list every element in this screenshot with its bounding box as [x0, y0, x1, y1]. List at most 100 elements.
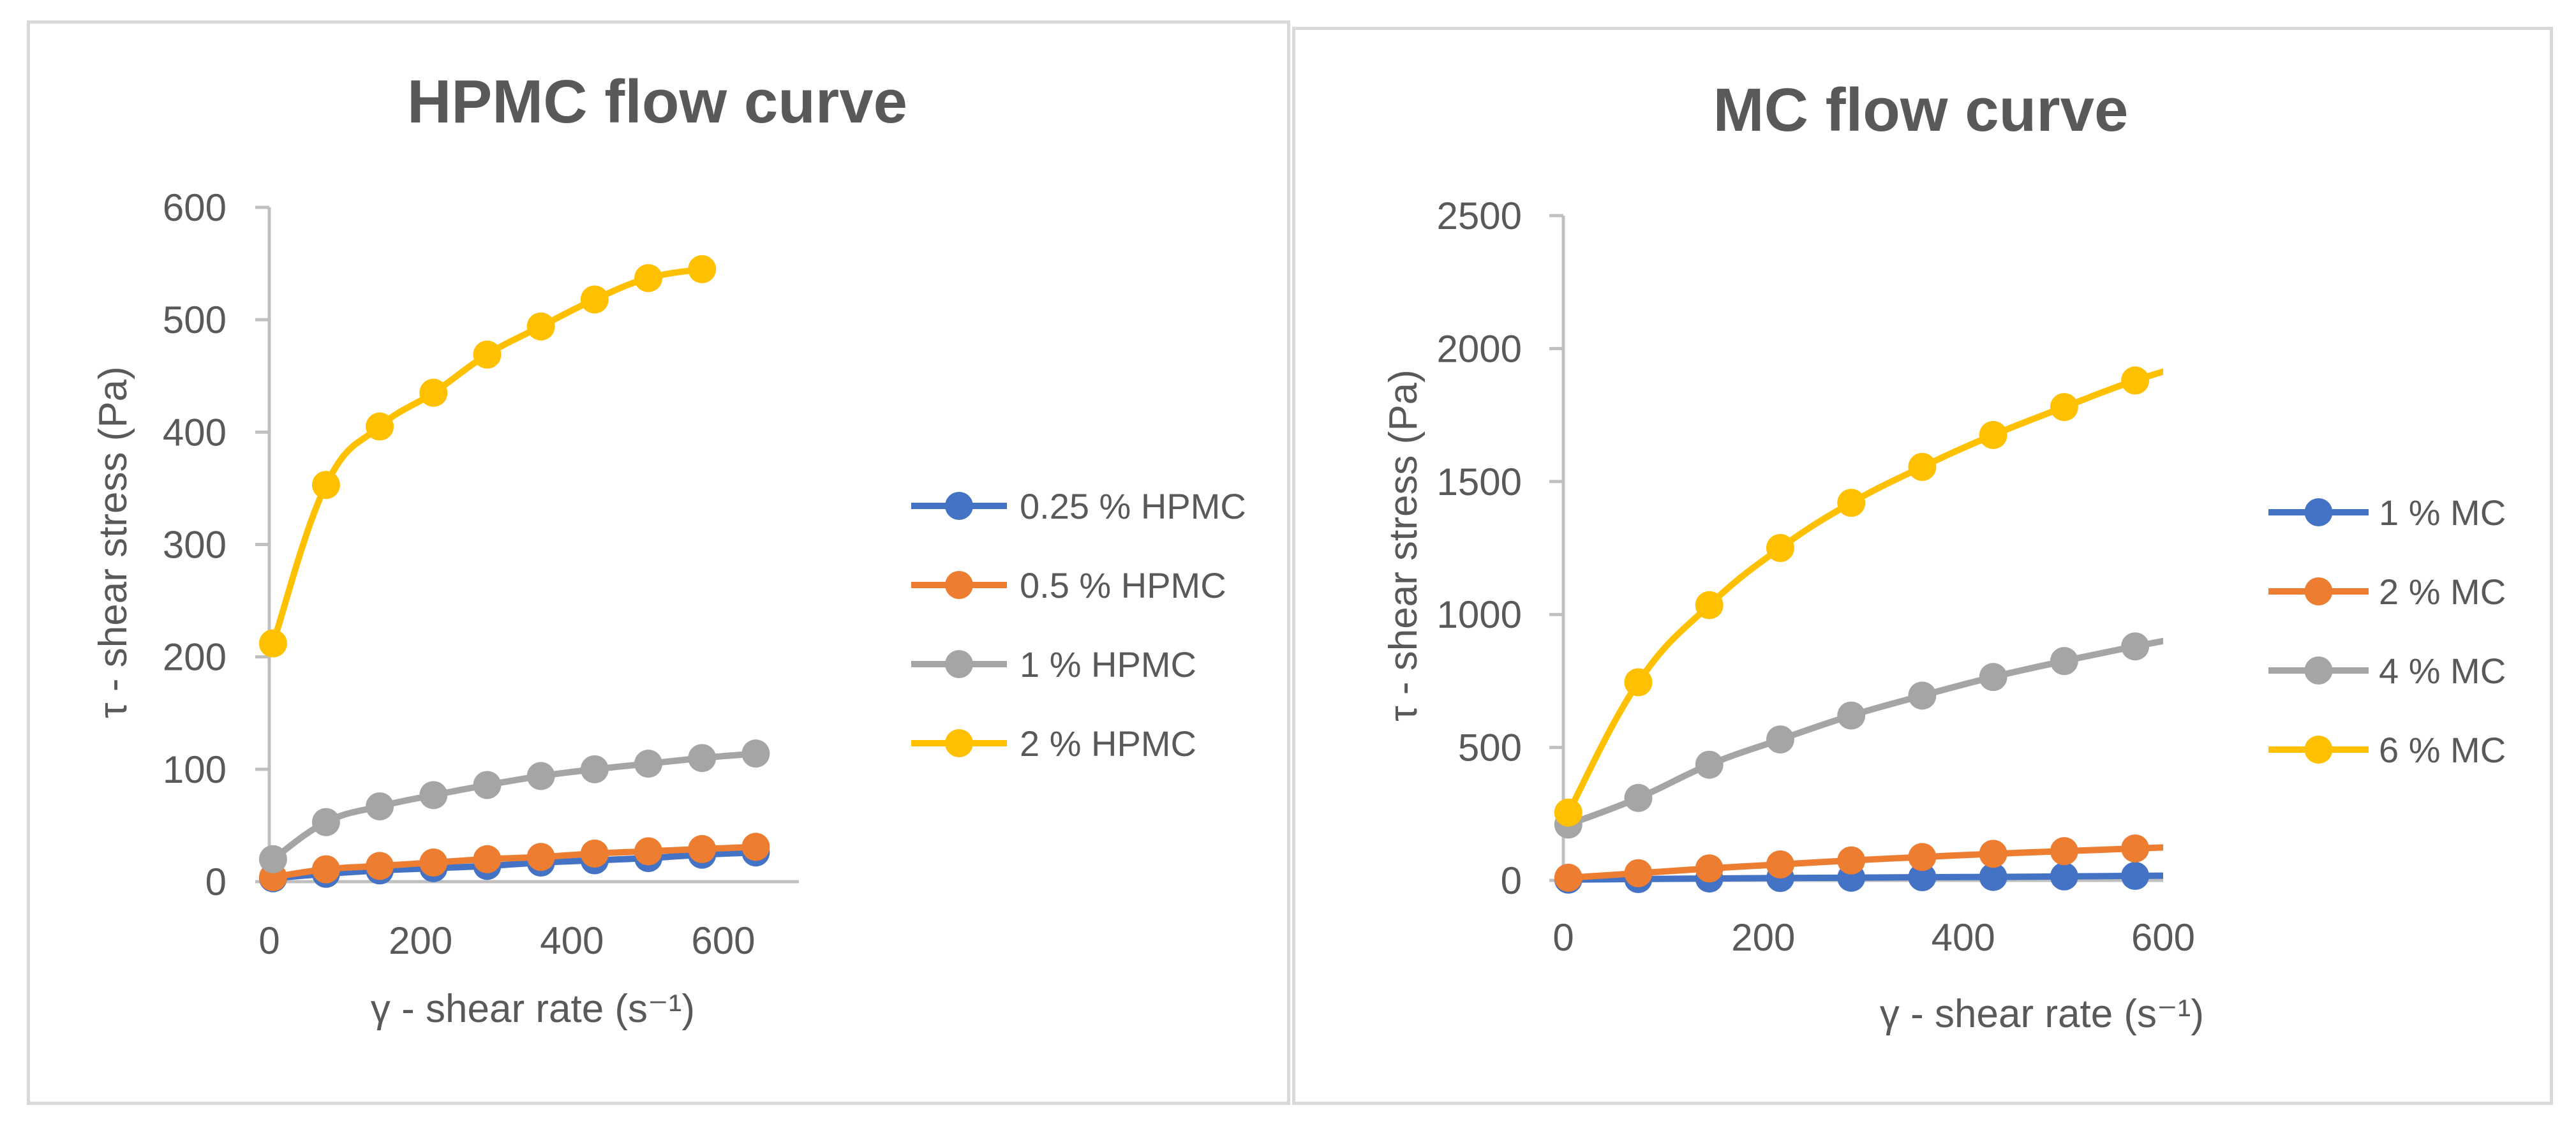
series-line-1-mc [1565, 872, 2163, 883]
data-point-2-hpmc [580, 285, 609, 314]
data-point-4-mc [1624, 783, 1653, 812]
y-tick-label: 600 [163, 186, 227, 229]
legend-label-0-25-hpmc: 0.25 % HPMC [1020, 486, 1246, 526]
hpmc-chart-panel [27, 20, 1290, 1105]
data-point-2-hpmc [311, 471, 340, 500]
mc-chart-panel [1292, 27, 2553, 1105]
y-tick-label: 1000 [1437, 593, 1522, 636]
chart-title: HPMC flow curve [407, 68, 907, 136]
y-tick-label: 300 [163, 524, 227, 567]
data-point-0-5-hpmc [688, 834, 717, 863]
data-point-2-mc [2050, 837, 2078, 866]
x-tick-label: 200 [389, 919, 452, 962]
series-line-1-hpmc [269, 750, 759, 863]
x-tick-label: 400 [1932, 916, 1995, 959]
data-point-0-5-hpmc [526, 843, 555, 871]
data-point-0-5-hpmc [419, 848, 448, 877]
data-point-1-mc [1979, 863, 2007, 891]
x-tick-label: 0 [1552, 916, 1574, 959]
x-tick-label: 0 [258, 919, 279, 962]
y-tick-label: 2500 [1437, 195, 1522, 237]
y-tick-label: 2000 [1437, 327, 1522, 370]
legend-label-6-mc: 6 % MC [2379, 730, 2506, 770]
data-point-1-hpmc [473, 771, 502, 799]
data-point-0-5-hpmc [580, 839, 609, 868]
data-point-6-mc [1695, 591, 1724, 619]
x-tick-label: 600 [691, 919, 755, 962]
series-line-0-5-hpmc [269, 843, 759, 880]
data-point-2-mc [1554, 863, 1582, 892]
data-point-4-mc [1695, 750, 1724, 779]
data-point-1-mc [2050, 862, 2078, 891]
legend-marker-1-mc [2304, 498, 2333, 526]
y-axis-title: τ - shear stress (Pa) [91, 366, 135, 718]
data-point-1-mc [2121, 861, 2150, 890]
x-axis-title: γ - shear rate (s⁻¹) [1880, 992, 2204, 1036]
data-point-6-mc [2192, 345, 2220, 373]
data-point-1-hpmc [419, 781, 448, 810]
series-line-0-25-hpmc [269, 849, 759, 882]
legend-marker-4-mc [2304, 656, 2333, 685]
hpmc-flow-curve-chart: HPMC flow curve 0 100 200 300 400 500 600 0 200… [91, 68, 1246, 1031]
data-point-6-mc [1908, 452, 1937, 481]
data-point-6-mc [1554, 798, 1582, 827]
data-point-6-mc [1979, 420, 2007, 449]
data-point-1-hpmc [366, 792, 394, 820]
legend-marker-0-25-hpmc [945, 492, 973, 520]
data-point-4-mc [1837, 701, 1866, 730]
data-point-4-mc [1908, 681, 1937, 710]
data-point-4-mc [2050, 647, 2078, 676]
data-point-2-mc [1908, 843, 1937, 871]
series-line-2-mc [1565, 844, 2163, 881]
series-line-2-hpmc [269, 265, 706, 647]
data-point-2-hpmc [419, 378, 448, 407]
chart-title: MC flow curve [1713, 76, 2129, 144]
y-tick-label: 500 [163, 299, 227, 341]
data-point-2-mc [1766, 850, 1794, 878]
data-point-1-hpmc [580, 755, 609, 783]
legend-marker-6-mc [2304, 736, 2333, 764]
data-point-2-mc [1979, 840, 2007, 868]
legend-label-4-mc: 4 % MC [2379, 651, 2506, 691]
data-point-1-hpmc [634, 750, 663, 778]
data-point-2-hpmc [258, 629, 287, 658]
y-tick-label: 0 [205, 861, 227, 903]
data-point-0-5-hpmc [311, 855, 340, 884]
data-point-2-hpmc [634, 263, 663, 292]
legend-marker-2-mc [2304, 577, 2333, 605]
data-point-1-hpmc [741, 739, 770, 768]
data-point-1-hpmc [688, 744, 717, 773]
legend-marker-2-hpmc [945, 729, 973, 757]
data-point-2-hpmc [688, 255, 717, 283]
legend-label-2-hpmc: 2 % HPMC [1020, 723, 1196, 764]
mc-flow-curve-chart: MC flow curve 0 500 1000 1500 2000 2500 0 200 4… [1381, 76, 2506, 1036]
series-line-6-mc [1565, 368, 2163, 816]
data-point-0-5-hpmc [473, 845, 502, 873]
data-point-2-hpmc [366, 412, 394, 441]
legend-marker-0-5-hpmc [945, 571, 973, 599]
y-tick-label: 200 [163, 636, 227, 679]
y-tick-label: 500 [1458, 727, 1522, 769]
x-axis-title: γ - shear rate (s⁻¹) [371, 987, 695, 1031]
x-tick-label: 200 [1731, 916, 1795, 959]
data-point-6-mc [1837, 489, 1866, 517]
x-tick-label: 400 [540, 919, 604, 962]
y-tick-label: 1500 [1437, 461, 1522, 503]
data-point-2-mc [1695, 854, 1724, 883]
data-point-6-mc [2121, 366, 2150, 395]
data-point-2-mc [2192, 832, 2220, 860]
data-point-1-hpmc [258, 845, 287, 873]
data-point-6-mc [1766, 534, 1794, 562]
data-point-2-hpmc [473, 340, 502, 369]
y-axis-title: τ - shear stress (Pa) [1381, 369, 1426, 722]
legend-label-1-hpmc: 1 % HPMC [1020, 644, 1196, 685]
data-point-6-mc [1624, 668, 1653, 697]
x-tick-label: 600 [2131, 916, 2195, 959]
data-point-0-5-hpmc [634, 837, 663, 866]
data-point-1-hpmc [526, 762, 555, 790]
series-line-4-mc [1565, 637, 2163, 828]
data-point-0-5-hpmc [366, 852, 394, 880]
data-point-4-mc [2192, 619, 2220, 647]
y-tick-label: 400 [163, 411, 227, 454]
